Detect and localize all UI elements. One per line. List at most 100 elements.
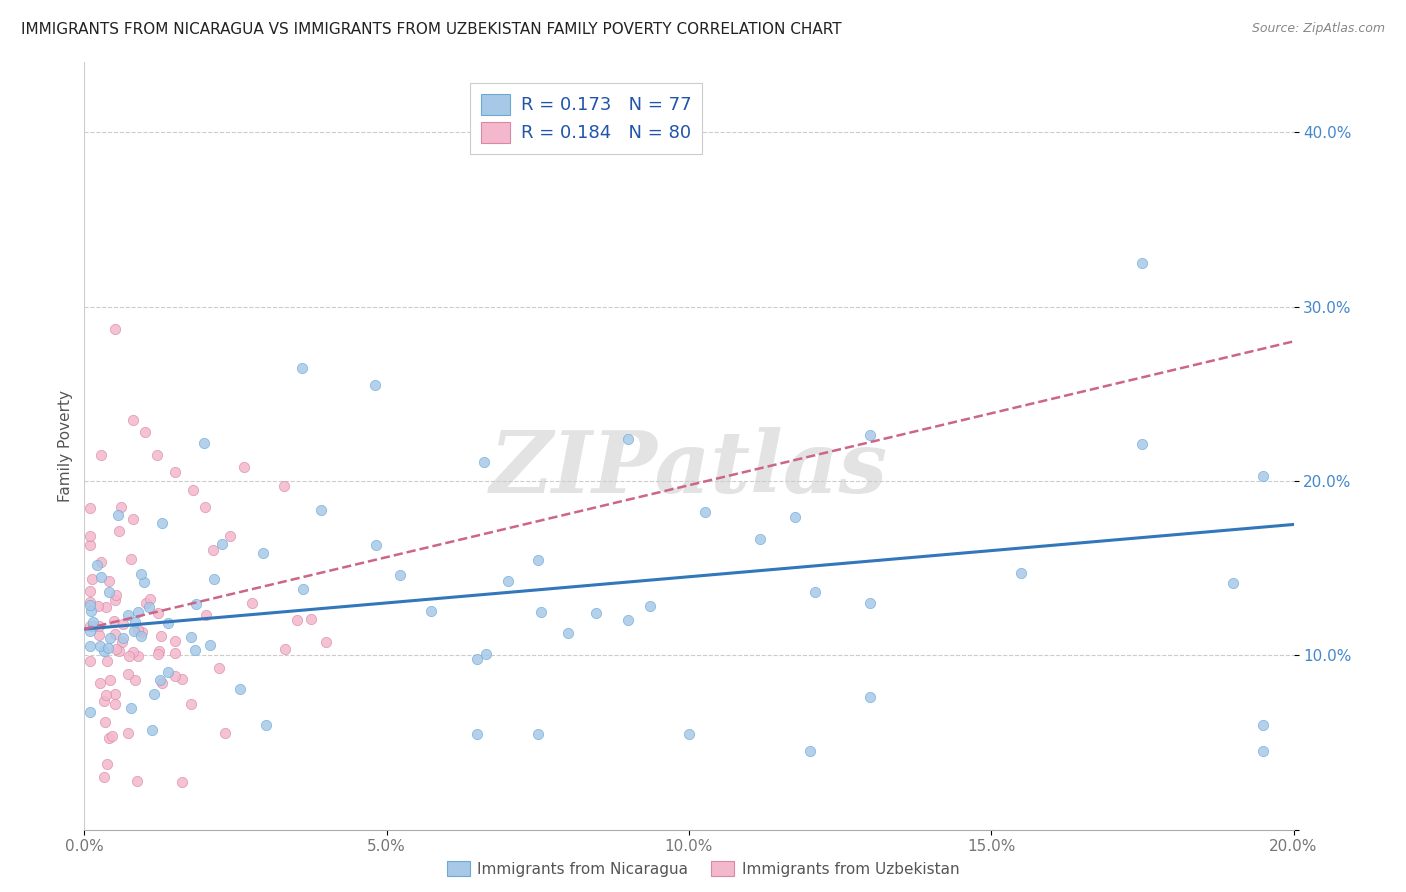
Point [89,640,111,654]
Point [229,681,252,696]
Point [252,546,274,560]
Point [104,588,127,602]
Point [98,631,121,645]
Point [211,537,233,551]
Point [117,726,139,740]
Point [557,626,579,640]
Point [617,613,640,627]
Point [240,596,263,610]
Point [219,529,242,543]
Point [79,654,101,668]
Point [146,606,169,620]
Point [184,642,207,657]
Point [90,570,112,584]
Point [79,501,101,516]
Point [273,479,295,493]
Point [139,592,162,607]
Point [89,619,111,633]
Point [93,643,115,657]
Point [617,432,640,446]
Point [104,687,127,701]
Point [104,627,127,641]
Point [467,652,489,666]
Point [274,642,297,657]
Point [127,649,149,664]
Point [207,661,229,675]
Point [104,641,127,656]
Point [79,584,101,599]
Point [94,599,117,614]
Point [120,552,142,566]
Point [80,572,103,586]
Point [79,529,101,543]
Point [170,775,193,789]
Point [141,723,163,738]
Point [79,594,101,608]
Point [97,574,120,589]
Point [122,624,145,638]
Point [86,558,108,573]
Text: ZIPatlas: ZIPatlas [489,427,889,511]
Point [146,448,169,462]
Point [124,615,146,629]
Point [193,436,215,450]
Point [93,693,115,707]
Point [291,582,314,596]
Point [179,698,201,712]
Point [150,516,173,531]
Point [104,322,127,336]
Point [474,647,496,661]
Point [80,604,103,618]
Point [201,543,224,558]
Point [419,604,441,618]
Point [79,639,101,653]
Point [98,731,121,746]
Text: Source: ZipAtlas.com: Source: ZipAtlas.com [1251,22,1385,36]
Point [640,599,662,614]
Point [233,460,256,475]
Point [527,553,550,567]
Point [1130,256,1153,270]
Point [1253,744,1275,758]
Point [90,448,112,462]
Point [149,673,172,687]
Point [82,615,104,630]
Point [98,673,121,688]
Point [134,425,156,439]
Point [389,568,412,582]
Point [799,744,821,758]
Point [120,701,142,715]
Point [131,625,153,640]
Point [859,690,882,704]
Point [97,641,120,656]
Point [82,619,104,633]
Point [89,676,111,690]
Point [254,718,277,732]
Point [94,714,117,729]
Point [121,644,143,658]
Point [135,597,157,611]
Point [1253,718,1275,732]
Point [749,532,772,546]
Point [194,608,217,623]
Point [79,705,101,719]
Text: IMMIGRANTS FROM NICARAGUA VS IMMIGRANTS FROM UZBEKISTAN FAMILY POVERTY CORRELATI: IMMIGRANTS FROM NICARAGUA VS IMMIGRANTS … [21,22,842,37]
Point [180,631,202,645]
Point [859,596,882,610]
Point [108,644,131,658]
Point [138,600,160,615]
Point [146,647,169,661]
Point [127,624,149,638]
Point [315,635,337,649]
Point [678,726,700,740]
Point [79,624,101,638]
Point [79,619,101,633]
Point [202,572,225,586]
Point [186,597,208,611]
Point [785,509,807,524]
Point [194,500,217,514]
Point [1222,575,1244,590]
Point [111,631,134,645]
Point [118,649,141,664]
Point [108,524,131,539]
